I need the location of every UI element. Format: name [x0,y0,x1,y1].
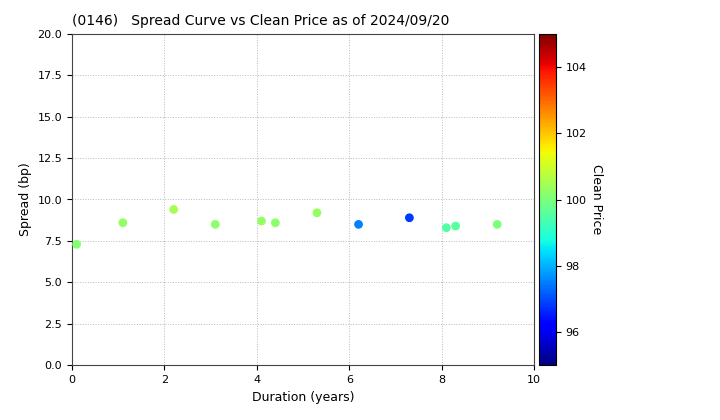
Point [256,218,267,224]
Y-axis label: Clean Price: Clean Price [590,164,603,235]
Point [404,214,415,221]
Point [168,206,179,213]
Point [71,241,82,248]
Point [311,210,323,216]
Y-axis label: Spread (bp): Spread (bp) [19,163,32,236]
Text: (0146)   Spread Curve vs Clean Price as of 2024/09/20: (0146) Spread Curve vs Clean Price as of… [72,14,449,28]
X-axis label: Duration (years): Duration (years) [252,391,354,404]
Point [117,219,129,226]
Point [269,219,281,226]
Point [441,224,452,231]
Point [210,221,221,228]
Point [353,221,364,228]
Point [450,223,462,229]
Point [492,221,503,228]
